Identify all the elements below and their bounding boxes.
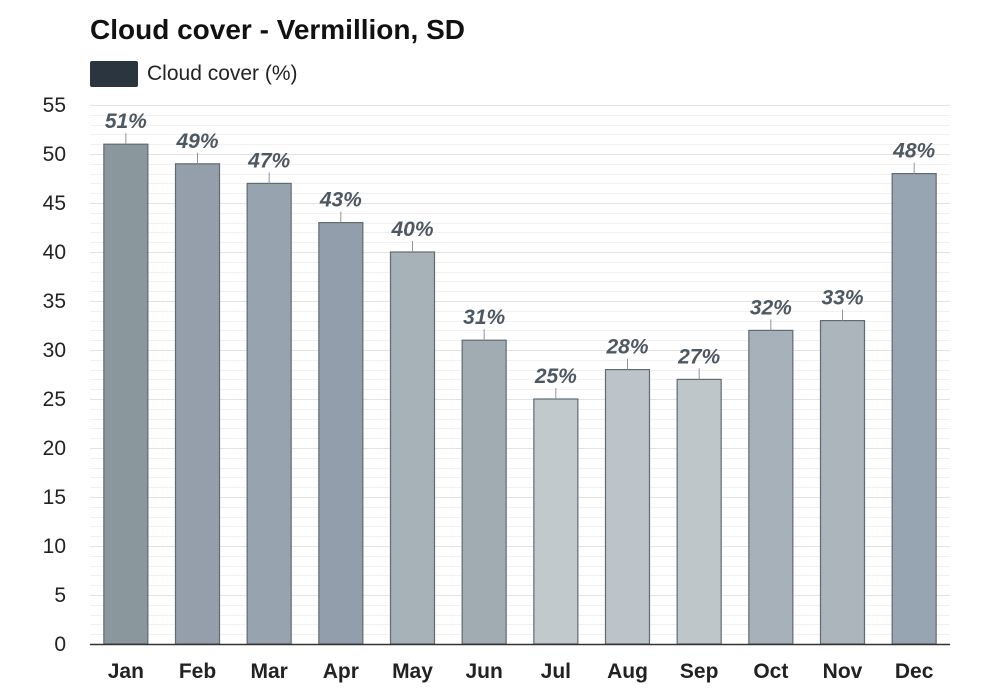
data-label-feb: 49%	[175, 130, 218, 153]
bar-feb	[176, 164, 220, 644]
bar-jan	[104, 144, 148, 644]
data-label-sep: 27%	[677, 345, 720, 368]
bars	[104, 144, 936, 644]
bar-aug	[606, 370, 650, 644]
y-tick-label: 50	[43, 143, 66, 166]
x-tick-label-nov: Nov	[823, 660, 863, 683]
x-tick-label-mar: Mar	[250, 660, 287, 683]
data-label-jul: 25%	[534, 365, 577, 388]
x-tick-label-apr: Apr	[323, 660, 359, 683]
data-labels: 51% 49% 47% 43% 40% 31% 25% 28% 27% 32% 33% 48%	[105, 110, 936, 388]
x-axis: Jan Feb Mar Apr May Jun Jul Aug Sep Oct Nov Dec	[108, 660, 934, 683]
x-tick-label-jul: Jul	[541, 660, 571, 683]
data-label-apr: 43%	[319, 189, 362, 212]
data-label-may: 40%	[390, 218, 433, 241]
x-tick-label-aug: Aug	[607, 660, 648, 683]
label-connectors	[126, 133, 914, 399]
bar-dec	[892, 174, 936, 644]
y-tick-label: 25	[43, 388, 66, 411]
data-label-aug: 28%	[605, 336, 648, 359]
y-tick-label: 55	[43, 94, 66, 117]
y-tick-label: 15	[43, 486, 66, 509]
y-tick-label: 45	[43, 192, 66, 215]
y-tick-label: 10	[43, 535, 66, 558]
x-tick-label-oct: Oct	[753, 660, 788, 683]
x-tick-label-feb: Feb	[179, 660, 216, 683]
x-tick-label-sep: Sep	[680, 660, 719, 683]
bar-sep	[677, 379, 721, 644]
y-tick-label: 20	[43, 437, 66, 460]
y-tick-label: 35	[43, 290, 66, 313]
data-label-oct: 32%	[750, 296, 792, 319]
y-tick-label: 40	[43, 241, 66, 264]
y-tick-label: 0	[54, 633, 66, 656]
data-label-nov: 33%	[821, 287, 863, 310]
data-label-jun: 31%	[463, 306, 505, 329]
x-tick-label-jun: Jun	[465, 660, 502, 683]
y-tick-label: 5	[54, 584, 66, 607]
bar-mar	[247, 183, 291, 644]
bar-jun	[462, 340, 506, 644]
bar-may	[391, 252, 435, 644]
y-tick-label: 30	[43, 339, 66, 362]
x-tick-label-jan: Jan	[108, 660, 144, 683]
bar-jul	[534, 399, 578, 644]
bar-oct	[749, 330, 793, 644]
bar-nov	[821, 321, 865, 644]
data-label-dec: 48%	[892, 140, 935, 163]
data-label-jan: 51%	[105, 110, 147, 133]
bar-apr	[319, 223, 363, 644]
x-tick-label-may: May	[392, 660, 433, 683]
data-label-mar: 47%	[247, 149, 290, 172]
x-tick-label-dec: Dec	[895, 660, 934, 683]
y-axis: 0 5 10 15 20 25 30 35 40 45 50 55	[43, 94, 66, 656]
